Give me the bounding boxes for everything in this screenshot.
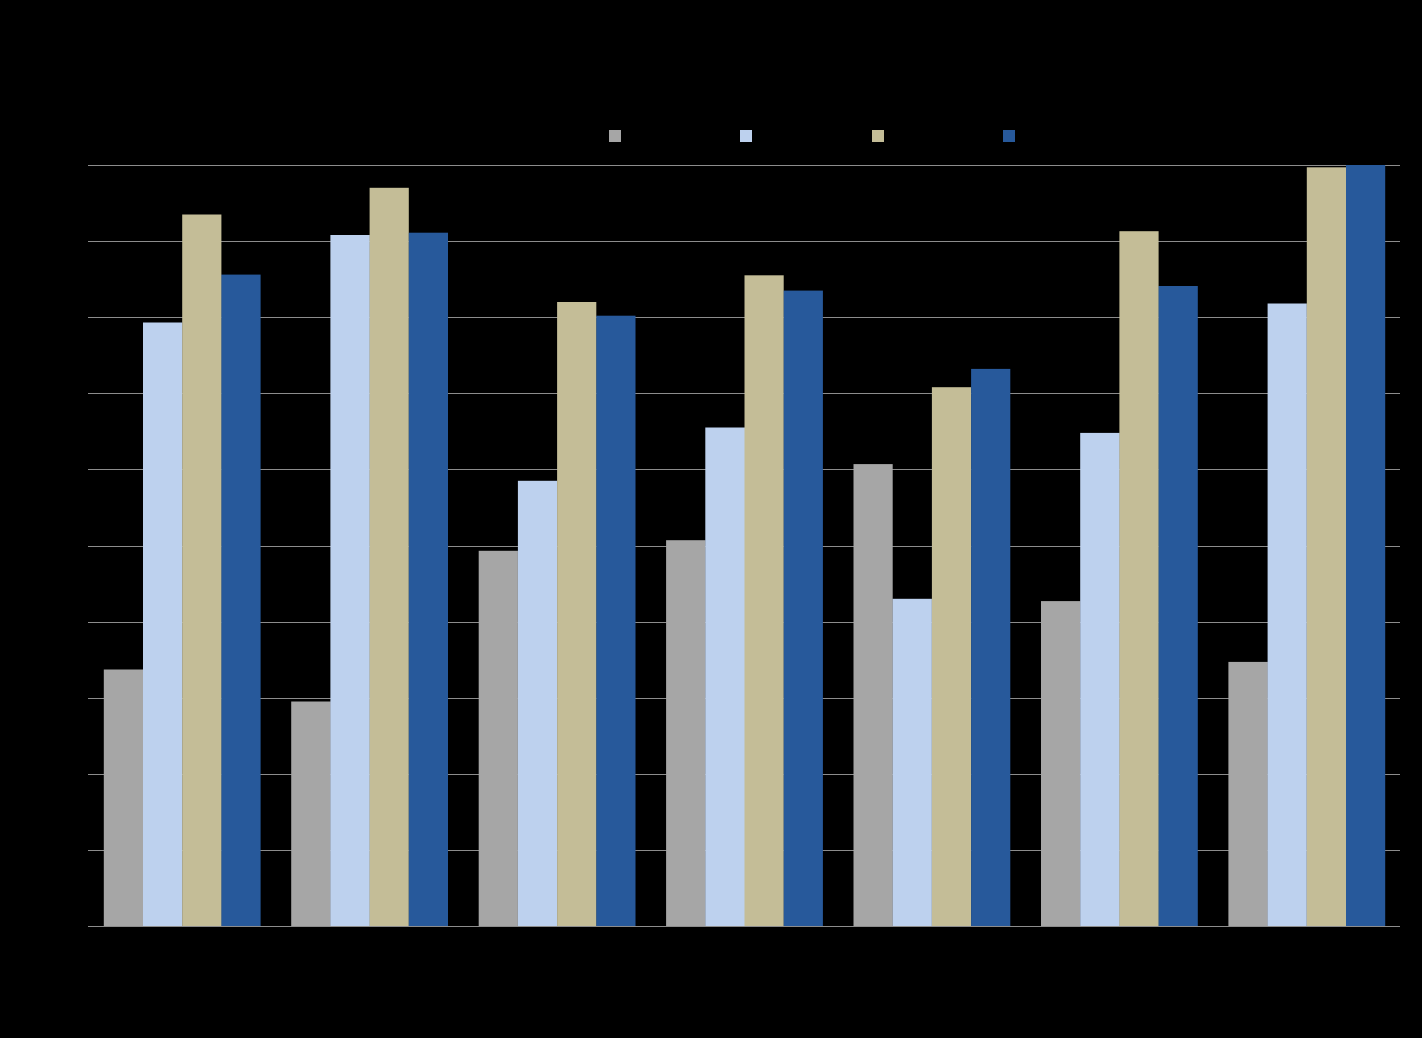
bar-series3-cat3 xyxy=(557,302,597,926)
bar-series3-cat5 xyxy=(931,387,972,926)
bar-series4-cat7 xyxy=(1346,165,1386,926)
legend-marker-series2 xyxy=(740,130,752,142)
legend xyxy=(609,130,1015,142)
bar-series4-cat6 xyxy=(1158,286,1198,926)
bar-series2-cat1 xyxy=(143,322,183,926)
bar-series4-cat1 xyxy=(221,274,261,927)
legend-marker-series4 xyxy=(1003,130,1015,142)
legend-marker-series3 xyxy=(872,130,884,142)
bar-series1-cat3 xyxy=(478,550,518,926)
bar-series4-cat2 xyxy=(408,232,448,926)
bar-series2-cat3 xyxy=(517,480,558,926)
bar-series3-cat1 xyxy=(182,214,222,926)
bar-series2-cat4 xyxy=(705,427,745,926)
bar-series1-cat4 xyxy=(666,540,706,926)
bar-series1-cat7 xyxy=(1228,661,1268,926)
bar-series2-cat5 xyxy=(892,598,932,926)
bar-series3-cat2 xyxy=(369,187,409,927)
bar-series1-cat2 xyxy=(291,701,331,926)
bar-series4-cat5 xyxy=(971,368,1011,926)
bar-series4-cat3 xyxy=(596,315,636,926)
bar-series1-cat6 xyxy=(1041,601,1081,926)
bar-series2-cat7 xyxy=(1267,303,1307,926)
legend-marker-series1 xyxy=(609,130,621,142)
bar-series4-cat4 xyxy=(783,290,823,927)
bar-series2-cat2 xyxy=(330,235,370,926)
bar-series3-cat7 xyxy=(1306,167,1346,927)
bar-series1-cat5 xyxy=(853,464,893,926)
bar-series2-cat6 xyxy=(1080,432,1120,926)
bar-series3-cat6 xyxy=(1119,231,1159,926)
bar-series3-cat4 xyxy=(744,275,784,926)
bars xyxy=(103,165,1386,927)
bar-series1-cat1 xyxy=(103,669,143,926)
